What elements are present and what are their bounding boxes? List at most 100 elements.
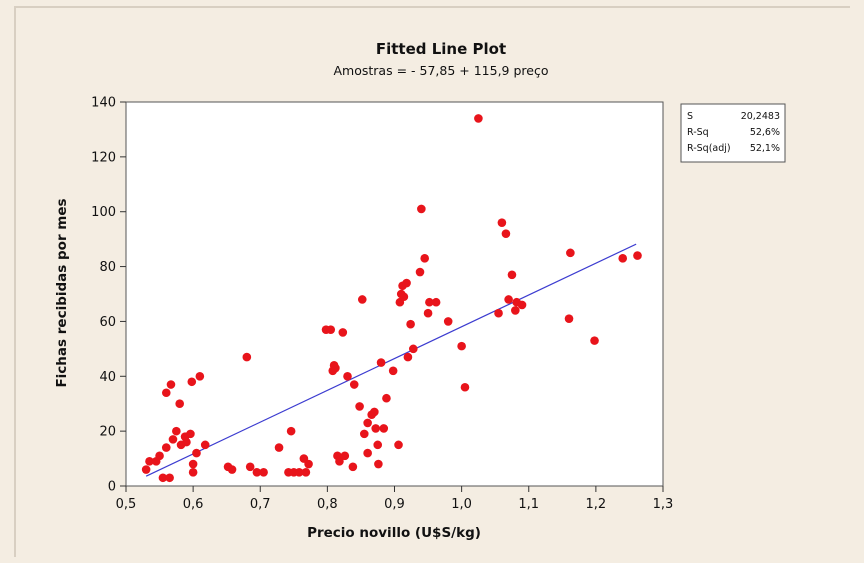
x-tick-label: 0,9 <box>384 497 405 512</box>
fit-line-group <box>145 243 637 477</box>
data-point <box>200 440 210 450</box>
data-point <box>338 328 348 337</box>
data-point <box>145 457 154 466</box>
data-point <box>161 388 171 398</box>
y-tick-label: 140 <box>91 96 116 111</box>
data-point <box>155 451 164 461</box>
data-point <box>402 278 411 288</box>
data-points <box>141 114 642 483</box>
data-point <box>245 462 255 472</box>
y-axis-label: Fichas recibidas por mes <box>54 198 70 387</box>
plot-area <box>125 101 664 487</box>
data-point <box>501 229 511 238</box>
data-point <box>457 341 466 351</box>
data-point <box>363 418 372 428</box>
data-point <box>355 402 364 411</box>
y-tick-label: 60 <box>99 315 116 330</box>
data-point <box>394 440 403 450</box>
data-point <box>348 462 358 472</box>
data-point <box>618 254 628 263</box>
x-tick-label: 1,0 <box>451 497 472 512</box>
data-point <box>252 467 262 477</box>
fit-line <box>145 243 637 477</box>
data-point <box>165 473 174 483</box>
data-point <box>564 314 574 323</box>
data-point <box>403 352 413 362</box>
data-point <box>504 295 513 304</box>
y-tick-label: 80 <box>99 260 116 275</box>
stat-value: 20,2483 <box>741 111 780 122</box>
data-point <box>376 358 386 367</box>
data-point <box>242 352 252 362</box>
data-point <box>370 407 379 417</box>
data-point <box>474 114 483 123</box>
data-point <box>166 380 176 389</box>
data-point <box>374 459 383 469</box>
data-point <box>158 473 168 483</box>
chart-title: Fitted Line Plot <box>376 40 506 58</box>
data-point <box>192 448 201 458</box>
stat-value: 52,1% <box>750 143 780 154</box>
x-tick-label: 0,6 <box>183 497 204 512</box>
x-tick-label: 1,2 <box>586 497 607 512</box>
data-point <box>340 451 350 461</box>
data-point <box>423 308 433 318</box>
data-point <box>188 467 198 477</box>
data-point <box>371 424 381 433</box>
data-point <box>425 297 434 307</box>
y-tick-label: 20 <box>99 425 116 440</box>
x-tick-label: 1,1 <box>518 497 539 512</box>
data-point <box>301 467 311 477</box>
data-point <box>388 366 398 376</box>
stat-label: S <box>687 111 693 122</box>
data-point <box>172 426 181 436</box>
data-point <box>335 457 344 466</box>
y-tick-label: 120 <box>91 150 116 165</box>
data-point <box>517 300 527 310</box>
data-point <box>304 459 313 469</box>
y-tick-label: 100 <box>91 205 116 220</box>
data-point <box>349 380 359 389</box>
stat-value: 52,6% <box>750 127 780 138</box>
data-point <box>497 218 507 227</box>
data-point <box>343 371 352 381</box>
data-point <box>286 426 296 436</box>
y-tick-label: 0 <box>108 480 116 495</box>
data-point <box>566 248 575 258</box>
data-point <box>633 251 642 260</box>
stats-box: S 20,2483 R-Sq 52,6% R-Sq(adj) 52,1% <box>680 103 786 163</box>
data-point <box>494 308 503 318</box>
data-point <box>406 319 415 329</box>
x-tick-label: 0,5 <box>116 497 137 512</box>
data-point <box>507 270 517 280</box>
data-point <box>331 363 340 373</box>
data-point <box>382 393 391 403</box>
x-tick-label: 1,3 <box>653 497 674 512</box>
data-point <box>408 344 418 354</box>
x-tick-label: 0,7 <box>250 497 271 512</box>
data-point <box>373 440 383 450</box>
stat-label: R-Sq <box>687 127 709 138</box>
data-point <box>590 336 599 345</box>
data-point <box>431 297 441 307</box>
data-point <box>363 448 372 458</box>
data-point <box>399 292 409 302</box>
x-axis-label: Precio novillo (U$S/kg) <box>307 525 481 541</box>
data-point <box>186 429 195 439</box>
stat-label: R-Sq(adj) <box>687 143 731 154</box>
data-point <box>141 465 151 474</box>
data-point <box>359 429 369 439</box>
data-point <box>175 399 184 409</box>
data-point <box>420 254 430 263</box>
data-point <box>326 325 336 334</box>
data-point <box>187 377 197 387</box>
data-point <box>415 267 425 277</box>
data-point <box>227 465 237 474</box>
data-point <box>195 371 205 381</box>
x-tick-label: 0,8 <box>317 497 338 512</box>
data-point <box>161 443 171 452</box>
data-point <box>443 317 453 326</box>
y-tick-label: 40 <box>99 370 116 385</box>
data-point <box>460 382 470 392</box>
